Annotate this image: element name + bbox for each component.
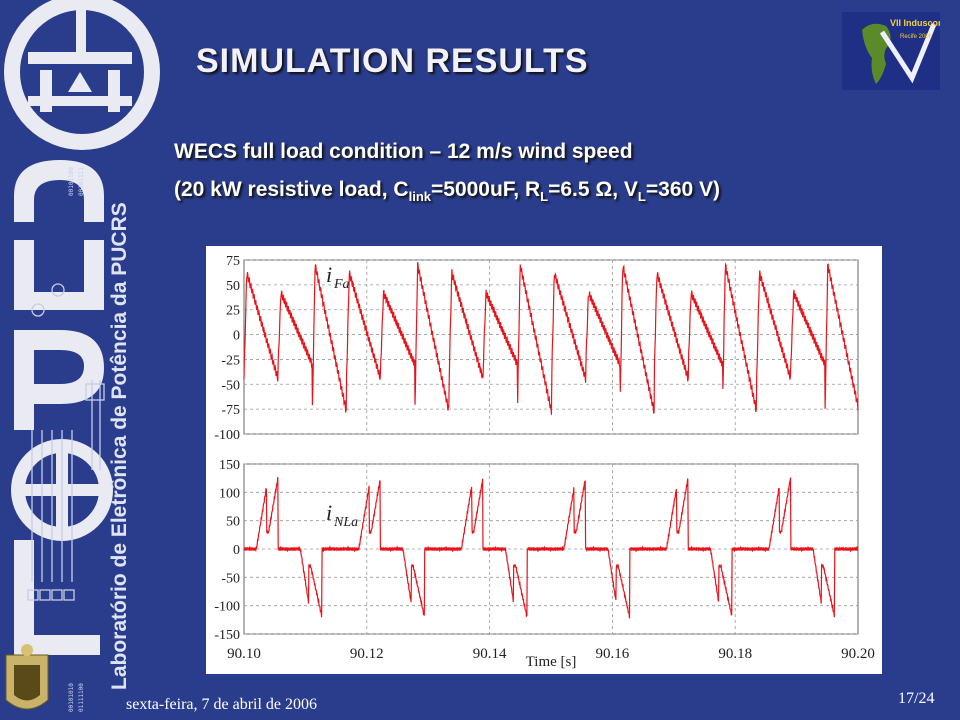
subtitle-part-c: =5000uF, R	[431, 178, 541, 201]
y-tick-label: -100	[214, 428, 240, 443]
conference-logo: VII Induscon Recife 2006	[842, 12, 944, 90]
conference-logo-sub: Recife 2006	[900, 34, 933, 40]
subtitle-sub-l2: L	[637, 189, 646, 205]
trace-label-NLa: i	[326, 500, 332, 525]
trace-label-Fa: i	[326, 262, 332, 287]
trace-label-sub-Fa: Fa	[333, 277, 350, 292]
trace-Fa	[243, 262, 859, 415]
y-tick-label: -100	[214, 600, 240, 615]
lab-name-vertical: Laboratório de Eletrônica de Potência da…	[108, 202, 131, 690]
x-tick-label: 90.20	[841, 646, 875, 662]
subtitle-part-g: =360 V)	[645, 178, 721, 201]
trace-label-sub-NLa: NLa	[333, 515, 358, 530]
logo-bits-3: 00101010	[68, 683, 75, 712]
subtitle-part-a: (20 kW resistive load, C	[174, 178, 409, 201]
subtitle-part-e: =6.5 Ω, V	[548, 178, 638, 201]
conference-logo-title: VII Induscon	[890, 18, 940, 28]
x-tick-label: 90.14	[473, 646, 507, 662]
x-tick-label: 90.12	[350, 646, 384, 662]
logo-bits-2: 00101111	[78, 167, 85, 196]
subtitle-line-2: (20 kW resistive load, Clink=5000uF, RL=…	[174, 178, 720, 204]
y-tick-label: 25	[226, 304, 240, 319]
lepuc-logo-icon	[4, 0, 160, 710]
y-tick-label: 0	[233, 329, 240, 344]
y-tick-label: -50	[221, 571, 240, 586]
subtitle-sub-l1: L	[540, 189, 549, 205]
page-number: 17/24	[898, 690, 935, 707]
y-tick-label: 75	[226, 254, 240, 269]
subtitle-sub-link: link	[408, 189, 431, 205]
trace-NLa	[243, 476, 859, 619]
conference-logo-icon: VII Induscon Recife 2006	[842, 12, 944, 90]
footer-date: sexta-feira, 7 de abril de 2006	[126, 696, 318, 713]
y-tick-label: -75	[221, 403, 240, 418]
y-tick-label: 100	[219, 486, 240, 501]
logo-bits-1: 00101100	[68, 167, 75, 196]
slide-title: SIMULATION RESULTS	[196, 42, 589, 80]
y-tick-label: -50	[221, 378, 240, 393]
y-tick-label: 50	[226, 279, 240, 294]
x-tick-label: 90.16	[596, 646, 630, 662]
simulation-chart: 75 50 25 0 -25 -50 -75 -100 i Fa 150 100 50 0 -50 -100-…	[206, 246, 882, 674]
subtitle-line-1: WECS full load condition – 12 m/s wind s…	[174, 140, 633, 163]
y-tick-label: 150	[219, 458, 240, 473]
y-tick-label: 50	[226, 515, 240, 530]
x-tick-label: 90.10	[227, 646, 261, 662]
x-axis-label: Time [s]	[526, 654, 577, 670]
lab-logo-band: 00101100 00101111 00101010 01111100	[0, 0, 165, 720]
y-tick-label: -25	[221, 353, 240, 368]
x-tick-label: 90.18	[718, 646, 752, 662]
y-tick-label: -150	[214, 628, 240, 643]
y-tick-label: 0	[233, 543, 240, 558]
logo-bits-4: 01111100	[78, 683, 85, 712]
